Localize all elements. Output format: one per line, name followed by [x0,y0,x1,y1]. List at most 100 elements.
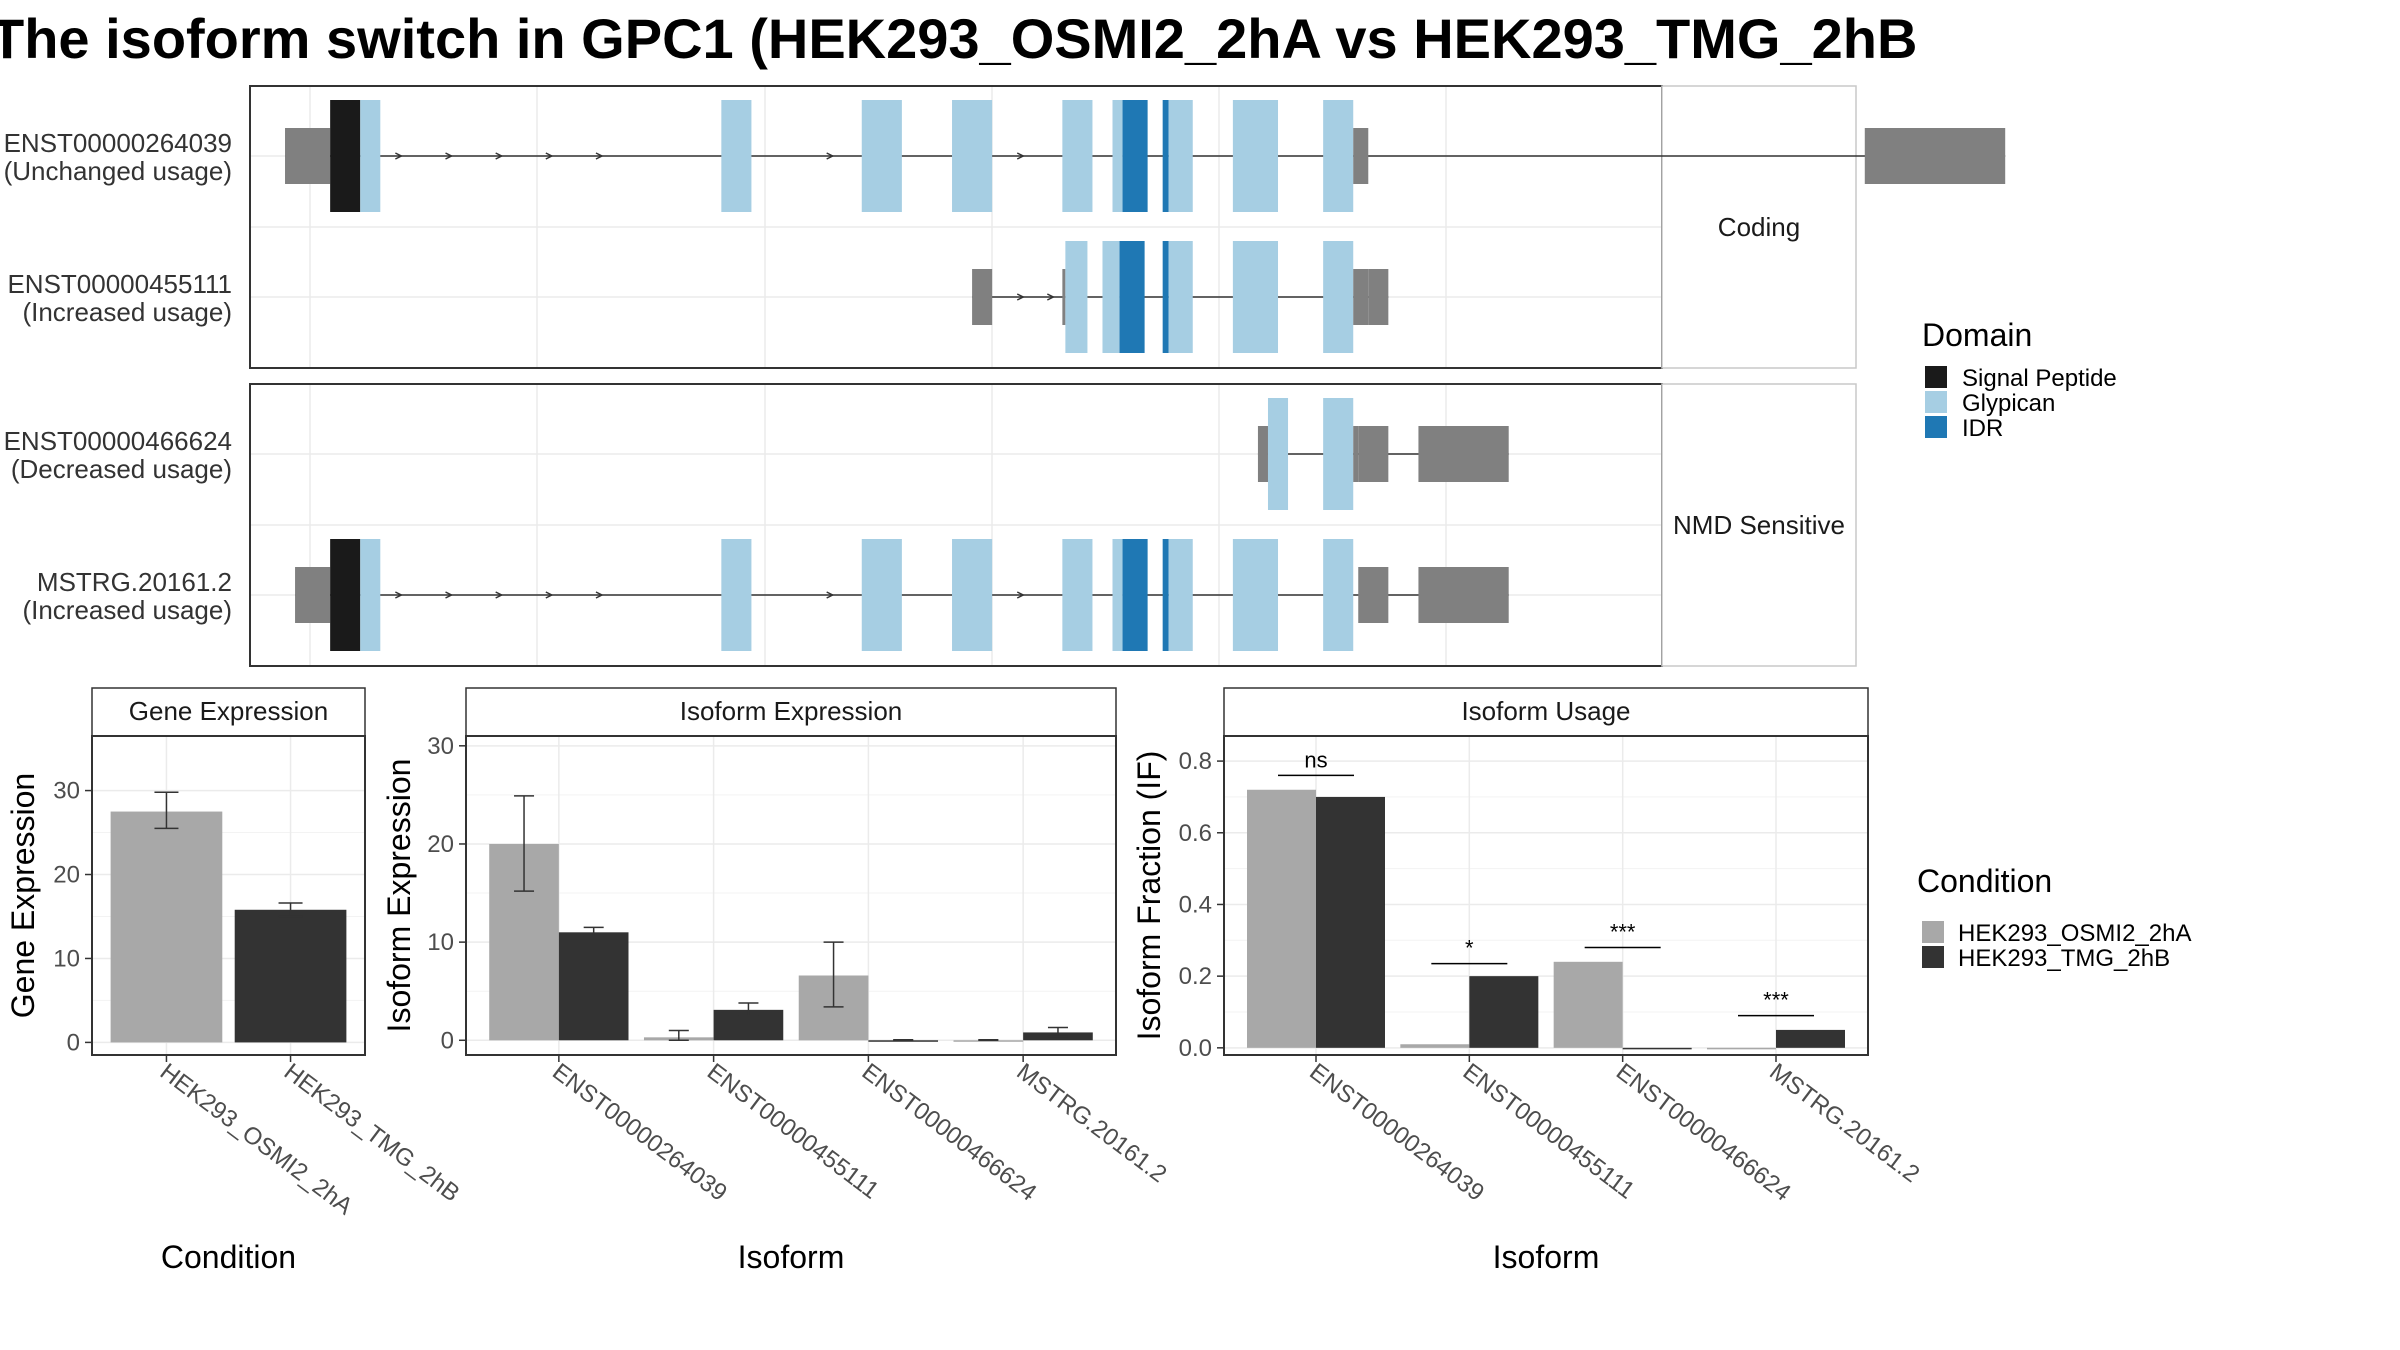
utr-block [1418,567,1509,623]
legend-label-1: Glypican [1962,390,2055,417]
figure-title: The isoform switch in GPC1 (HEK293_OSMI2… [0,7,1917,70]
x-axis-title: Isoform [738,1239,845,1275]
strand-arrow [495,591,504,599]
strand-arrow [1016,152,1025,160]
facet-strip [1661,383,1857,667]
structure-panel-0: Coding ENST00000264039(Unchanged usage) EN… [4,85,2006,369]
bar [234,909,347,1043]
plot-border [91,735,366,1056]
isoform-usage-label: (Increased usage) [22,297,232,327]
exon-glypican [952,100,993,212]
exon-idr [1122,100,1148,212]
exon-glypican [721,539,752,651]
strand-arrow [826,152,835,160]
bar [1400,1044,1470,1048]
significance-label: ns [1304,747,1327,772]
y-tick-label: 0.8 [1179,748,1212,775]
legend-key-0 [1925,366,1947,388]
legend-label-2: IDR [1962,415,2003,442]
exon-glypican [360,100,381,212]
exon-glypican [1062,539,1093,651]
exon-idr [1162,539,1169,651]
strand-arrow [1016,293,1025,301]
exon-glypican [1102,241,1120,353]
y-tick-label: 10 [53,945,80,972]
domain-legend-title: Domain [1922,317,2032,353]
plot-border [465,735,1117,1056]
facet-strip [1661,85,1857,369]
exon-glypican [1065,241,1088,353]
exon-glypican [861,539,902,651]
strand-arrow [395,152,404,160]
utr-block [1418,426,1509,482]
plot-border [1223,735,1869,1056]
exon-glypican [861,100,902,212]
bar [1469,976,1539,1048]
exon-glypican [1232,241,1279,353]
isoform-id-label: MSTRG.20161.2 [37,567,232,597]
bar [1776,1029,1845,1048]
bar [1316,796,1385,1048]
strand-arrow [1016,591,1025,599]
strand-arrow [1046,293,1056,301]
y-tick-label: 0.4 [1179,891,1212,918]
utr-block [285,128,331,184]
exon-signal_peptide [330,539,361,651]
legend-key-0 [1922,921,1944,943]
exon-idr [1122,539,1148,651]
y-tick-label: 0 [441,1027,454,1054]
y-tick-label: 0.0 [1179,1035,1212,1062]
strand-arrow [595,152,604,160]
y-tick-label: 20 [53,862,80,889]
utr-block [1358,426,1389,482]
strand-arrow [395,591,404,599]
isoform-id-label: ENST00000264039 [4,128,232,158]
y-tick-label: 20 [427,831,454,858]
facet-label: NMD Sensitive [1673,510,1845,540]
strand-arrow [445,152,454,160]
exon-utr [1353,426,1359,482]
exon-glypican [1323,539,1354,651]
chart-strip [1223,687,1869,737]
exon-glypican [360,539,381,651]
utr-block [1368,269,1389,325]
chart-title: Isoform Expression [680,696,903,726]
bar [110,811,223,1043]
exon-glypican [1168,539,1193,651]
chart-strip [465,687,1117,737]
exon-idr [1119,241,1145,353]
exon-glypican [1168,241,1193,353]
chart-strip [91,687,366,737]
y-tick-label: 0 [67,1029,80,1056]
exon-glypican [721,100,752,212]
legend-label-0: Signal Peptide [1962,365,2117,392]
y-tick-label: 0.6 [1179,820,1212,847]
legend-key-1 [1922,946,1944,968]
exon-glypican [1112,100,1123,212]
exon-glypican [1062,100,1093,212]
utr-block [1257,426,1268,482]
y-axis-title: Isoform Fraction (IF) [1131,751,1167,1041]
strand-arrow [545,591,554,599]
exon-utr [972,269,993,325]
isoform-usage-label: (Decreased usage) [11,454,232,484]
structure-panel-1: NMD Sensitive ENST00000466624(Decreased u… [4,383,1857,667]
legend-key-1 [1925,391,1947,413]
isoform-id-label: ENST00000466624 [4,426,232,456]
bar [1247,789,1316,1048]
y-axis-title: Isoform Expression [381,759,417,1033]
bar [558,932,629,1041]
x-axis-title: Condition [161,1239,296,1275]
exon-utr [1353,128,1369,184]
exon-signal_peptide [330,100,361,212]
facet-label: Coding [1718,212,1800,242]
utr-block [1864,128,2006,184]
exon-glypican [1112,539,1123,651]
strand-arrow [545,152,554,160]
exon-glypican [1323,398,1354,510]
strand-arrow [445,591,454,599]
exon-glypican [1232,539,1279,651]
